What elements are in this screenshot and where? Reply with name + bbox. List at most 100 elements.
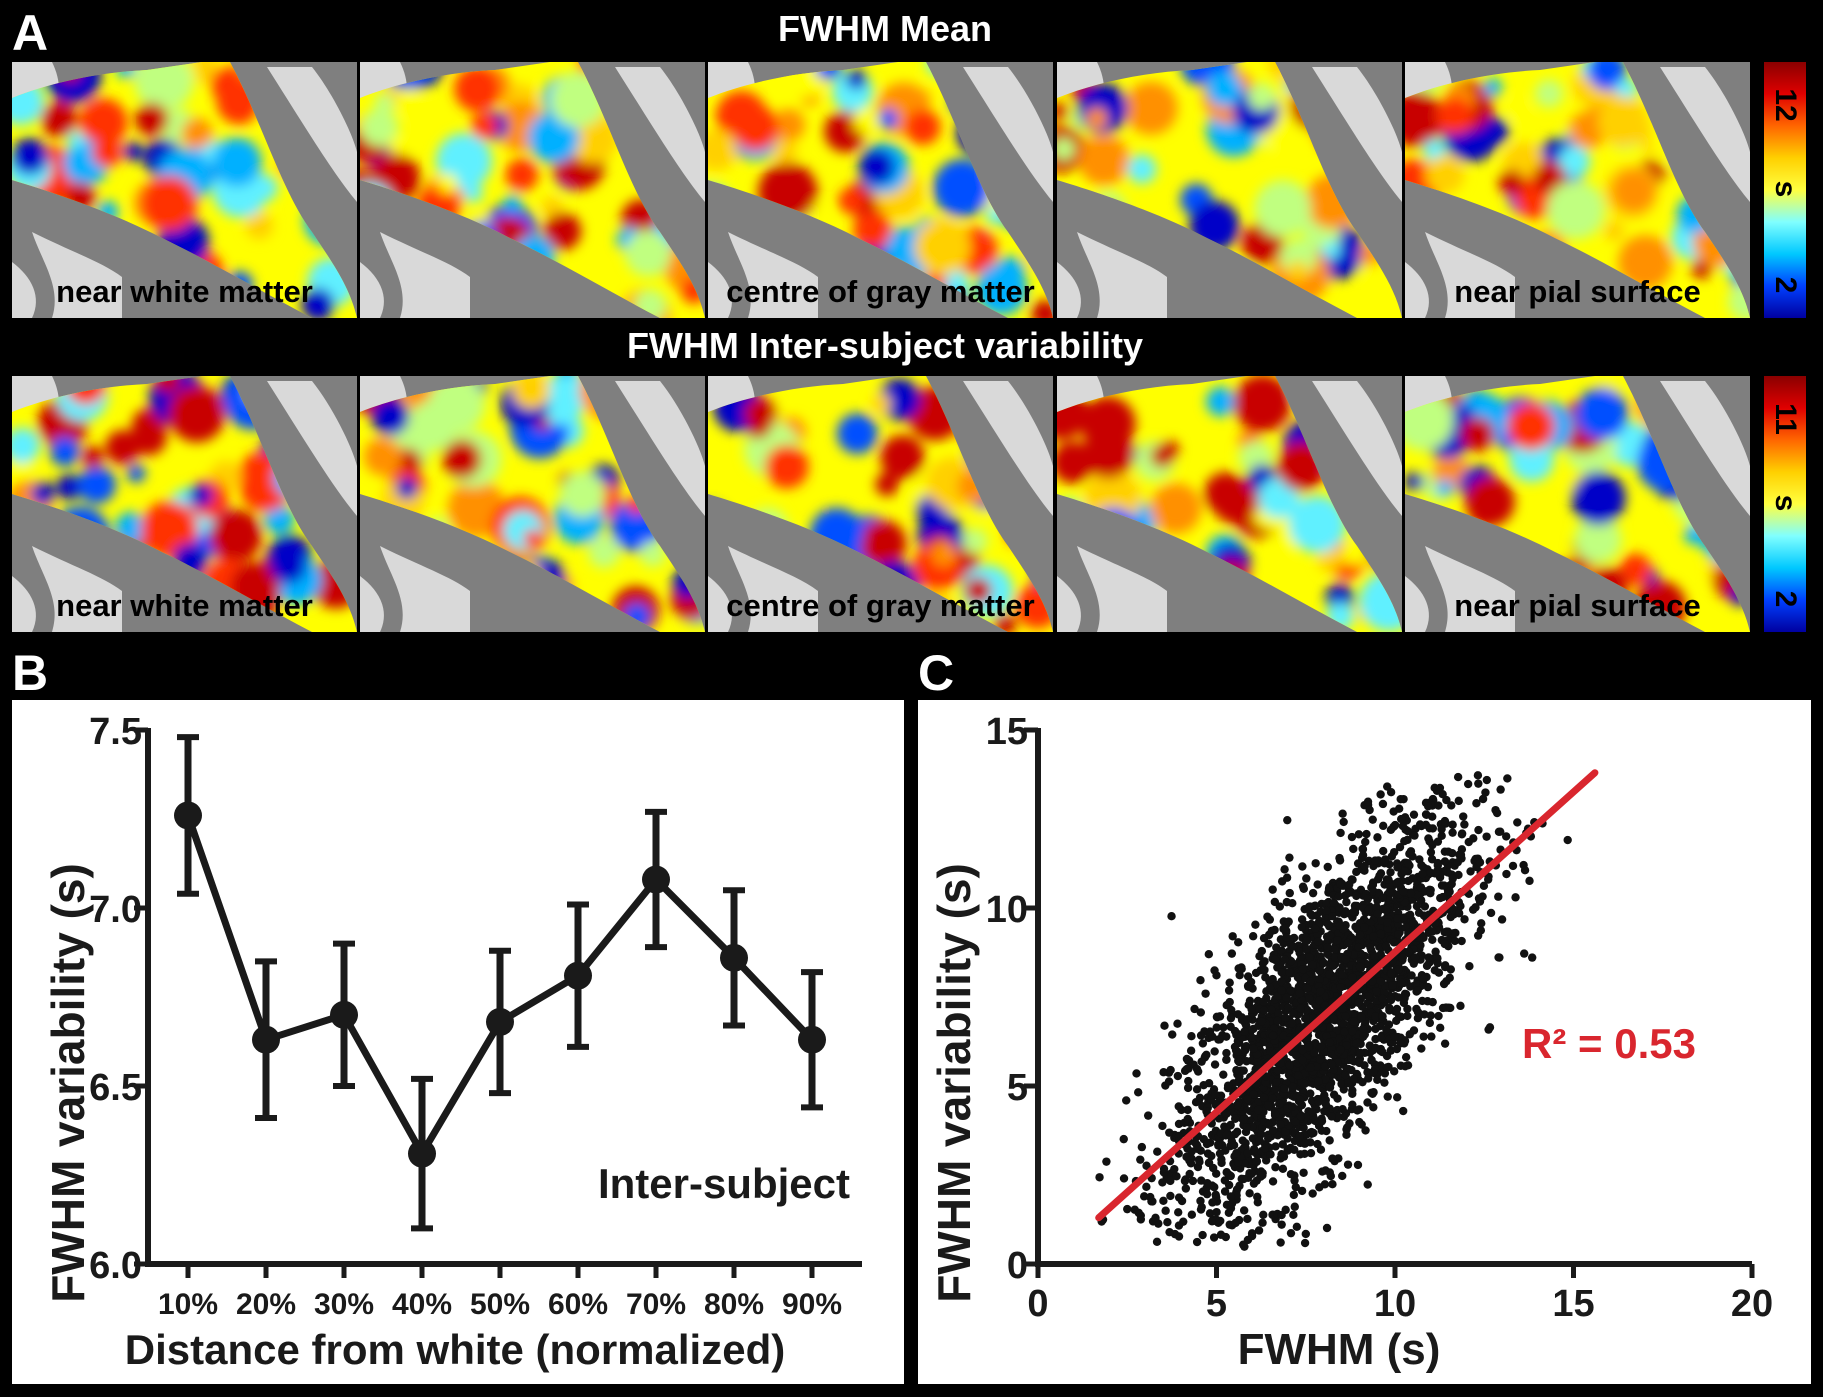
scatter-point — [1184, 1076, 1193, 1086]
map-blob — [1317, 547, 1343, 573]
scatter-point — [1428, 927, 1437, 936]
scatter-point — [1425, 1018, 1435, 1028]
scatter-point — [1183, 1114, 1192, 1124]
scatter-xtick-label: 10 — [1374, 1283, 1416, 1325]
map-blob — [1587, 62, 1627, 91]
scatter-point — [1183, 1105, 1192, 1115]
scatter-point — [1305, 977, 1315, 986]
scatter-point — [1222, 1032, 1231, 1041]
scatter-point — [1433, 858, 1443, 868]
scatter-point — [1439, 979, 1449, 989]
scatter-point — [1345, 1119, 1354, 1128]
scatter-point — [1183, 1083, 1193, 1093]
sulcus-shape — [1077, 546, 1167, 632]
scatter-point — [1253, 1105, 1263, 1115]
scatter-point — [1277, 968, 1286, 977]
scatter-point — [1479, 881, 1489, 891]
scatter-point — [1325, 1168, 1334, 1177]
scatter-point — [1375, 871, 1384, 881]
scatter-point — [1203, 1178, 1212, 1188]
scatter-point — [1264, 939, 1273, 948]
scatter-point — [1364, 905, 1374, 914]
scatter-point — [1240, 1159, 1249, 1168]
scatter-point — [1230, 1114, 1240, 1123]
surface-map-svg — [12, 376, 357, 632]
scatter-point — [1486, 908, 1496, 918]
scatter-point — [1441, 1003, 1451, 1012]
scatter-point — [1204, 1158, 1214, 1167]
scatter-point — [1210, 1060, 1220, 1069]
scatter-point — [1289, 1210, 1298, 1220]
row2-title: FWHM Inter-subject variability — [626, 325, 1144, 366]
line-point — [486, 1007, 514, 1036]
scatter-point — [1316, 1145, 1326, 1154]
scatter-point — [1277, 977, 1286, 986]
scatter-point — [1418, 869, 1427, 879]
sulcus-shape — [380, 546, 470, 632]
map-blob — [512, 376, 551, 409]
scatter-point — [1320, 1107, 1329, 1116]
scatter-point — [1322, 1223, 1332, 1233]
scatter-point — [1413, 1007, 1423, 1017]
scatter-point — [1384, 875, 1393, 885]
scatter-point — [1297, 915, 1307, 924]
map-label: near pial surface — [1454, 588, 1701, 623]
scatter-point — [1174, 1232, 1184, 1241]
scatter-point — [1258, 1218, 1267, 1227]
scatter-point — [1315, 1183, 1324, 1192]
scatter-point — [1442, 927, 1452, 936]
scatter-point — [1102, 1157, 1111, 1166]
map-blob — [543, 212, 582, 251]
scatter-point — [1227, 949, 1237, 958]
scatter-xtick-label: 20 — [1731, 1283, 1773, 1325]
scatter-point — [1457, 830, 1467, 839]
scatter-point — [1159, 1068, 1168, 1077]
line-chart-xtick-label: 70% — [626, 1288, 686, 1321]
scatter-point — [1376, 977, 1385, 986]
scatter-point — [1520, 866, 1530, 875]
map-blob — [625, 230, 672, 277]
scatter-point — [1195, 1093, 1205, 1103]
scatter-point — [1300, 1079, 1309, 1089]
sulcus-shape — [708, 262, 732, 318]
map-blob — [140, 500, 199, 559]
scatter-point — [1251, 920, 1260, 929]
map-blob — [1457, 404, 1475, 421]
scatter-point — [1373, 833, 1382, 842]
scatter-point — [1260, 1144, 1270, 1153]
line-chart-xtick-label: 40% — [392, 1288, 452, 1321]
scatter-point — [1428, 935, 1437, 945]
scatter-point — [1296, 1004, 1305, 1013]
scatter-point — [1210, 1047, 1219, 1056]
scatter-point — [1341, 907, 1350, 916]
scatter-point — [1276, 1120, 1285, 1129]
scatter-point — [1324, 970, 1334, 979]
scatter-point — [1223, 1081, 1233, 1090]
panel-a-letter: A — [12, 5, 49, 61]
scatter-point — [1272, 943, 1281, 952]
scatter-point — [1247, 1033, 1257, 1042]
scatter-point — [1336, 1045, 1345, 1055]
scatter-point — [1341, 1070, 1350, 1080]
scatter-point — [1485, 1023, 1495, 1032]
surface-map-svg — [1405, 376, 1750, 632]
map-blob — [875, 472, 899, 497]
line-chart-xtick-label: 60% — [548, 1288, 608, 1321]
scatter-point — [1283, 1146, 1293, 1155]
map-blob — [838, 187, 866, 215]
scatter-point — [1390, 1032, 1399, 1041]
map-blob — [81, 445, 104, 468]
scatter-point — [1363, 992, 1373, 1001]
scatter-point — [1453, 772, 1463, 782]
line-chart-xtick-label: 10% — [158, 1288, 218, 1321]
scatter-point — [1307, 1108, 1317, 1117]
scatter-point — [1431, 868, 1441, 877]
line-point — [408, 1139, 436, 1168]
scatter-point — [1369, 932, 1378, 941]
scatter-point — [1239, 1115, 1249, 1124]
scatter-point — [1288, 1082, 1297, 1092]
scatter-point — [1249, 1145, 1259, 1154]
map-blob — [931, 541, 957, 567]
scatter-point — [1363, 797, 1373, 806]
scatter-point — [1243, 1214, 1252, 1224]
